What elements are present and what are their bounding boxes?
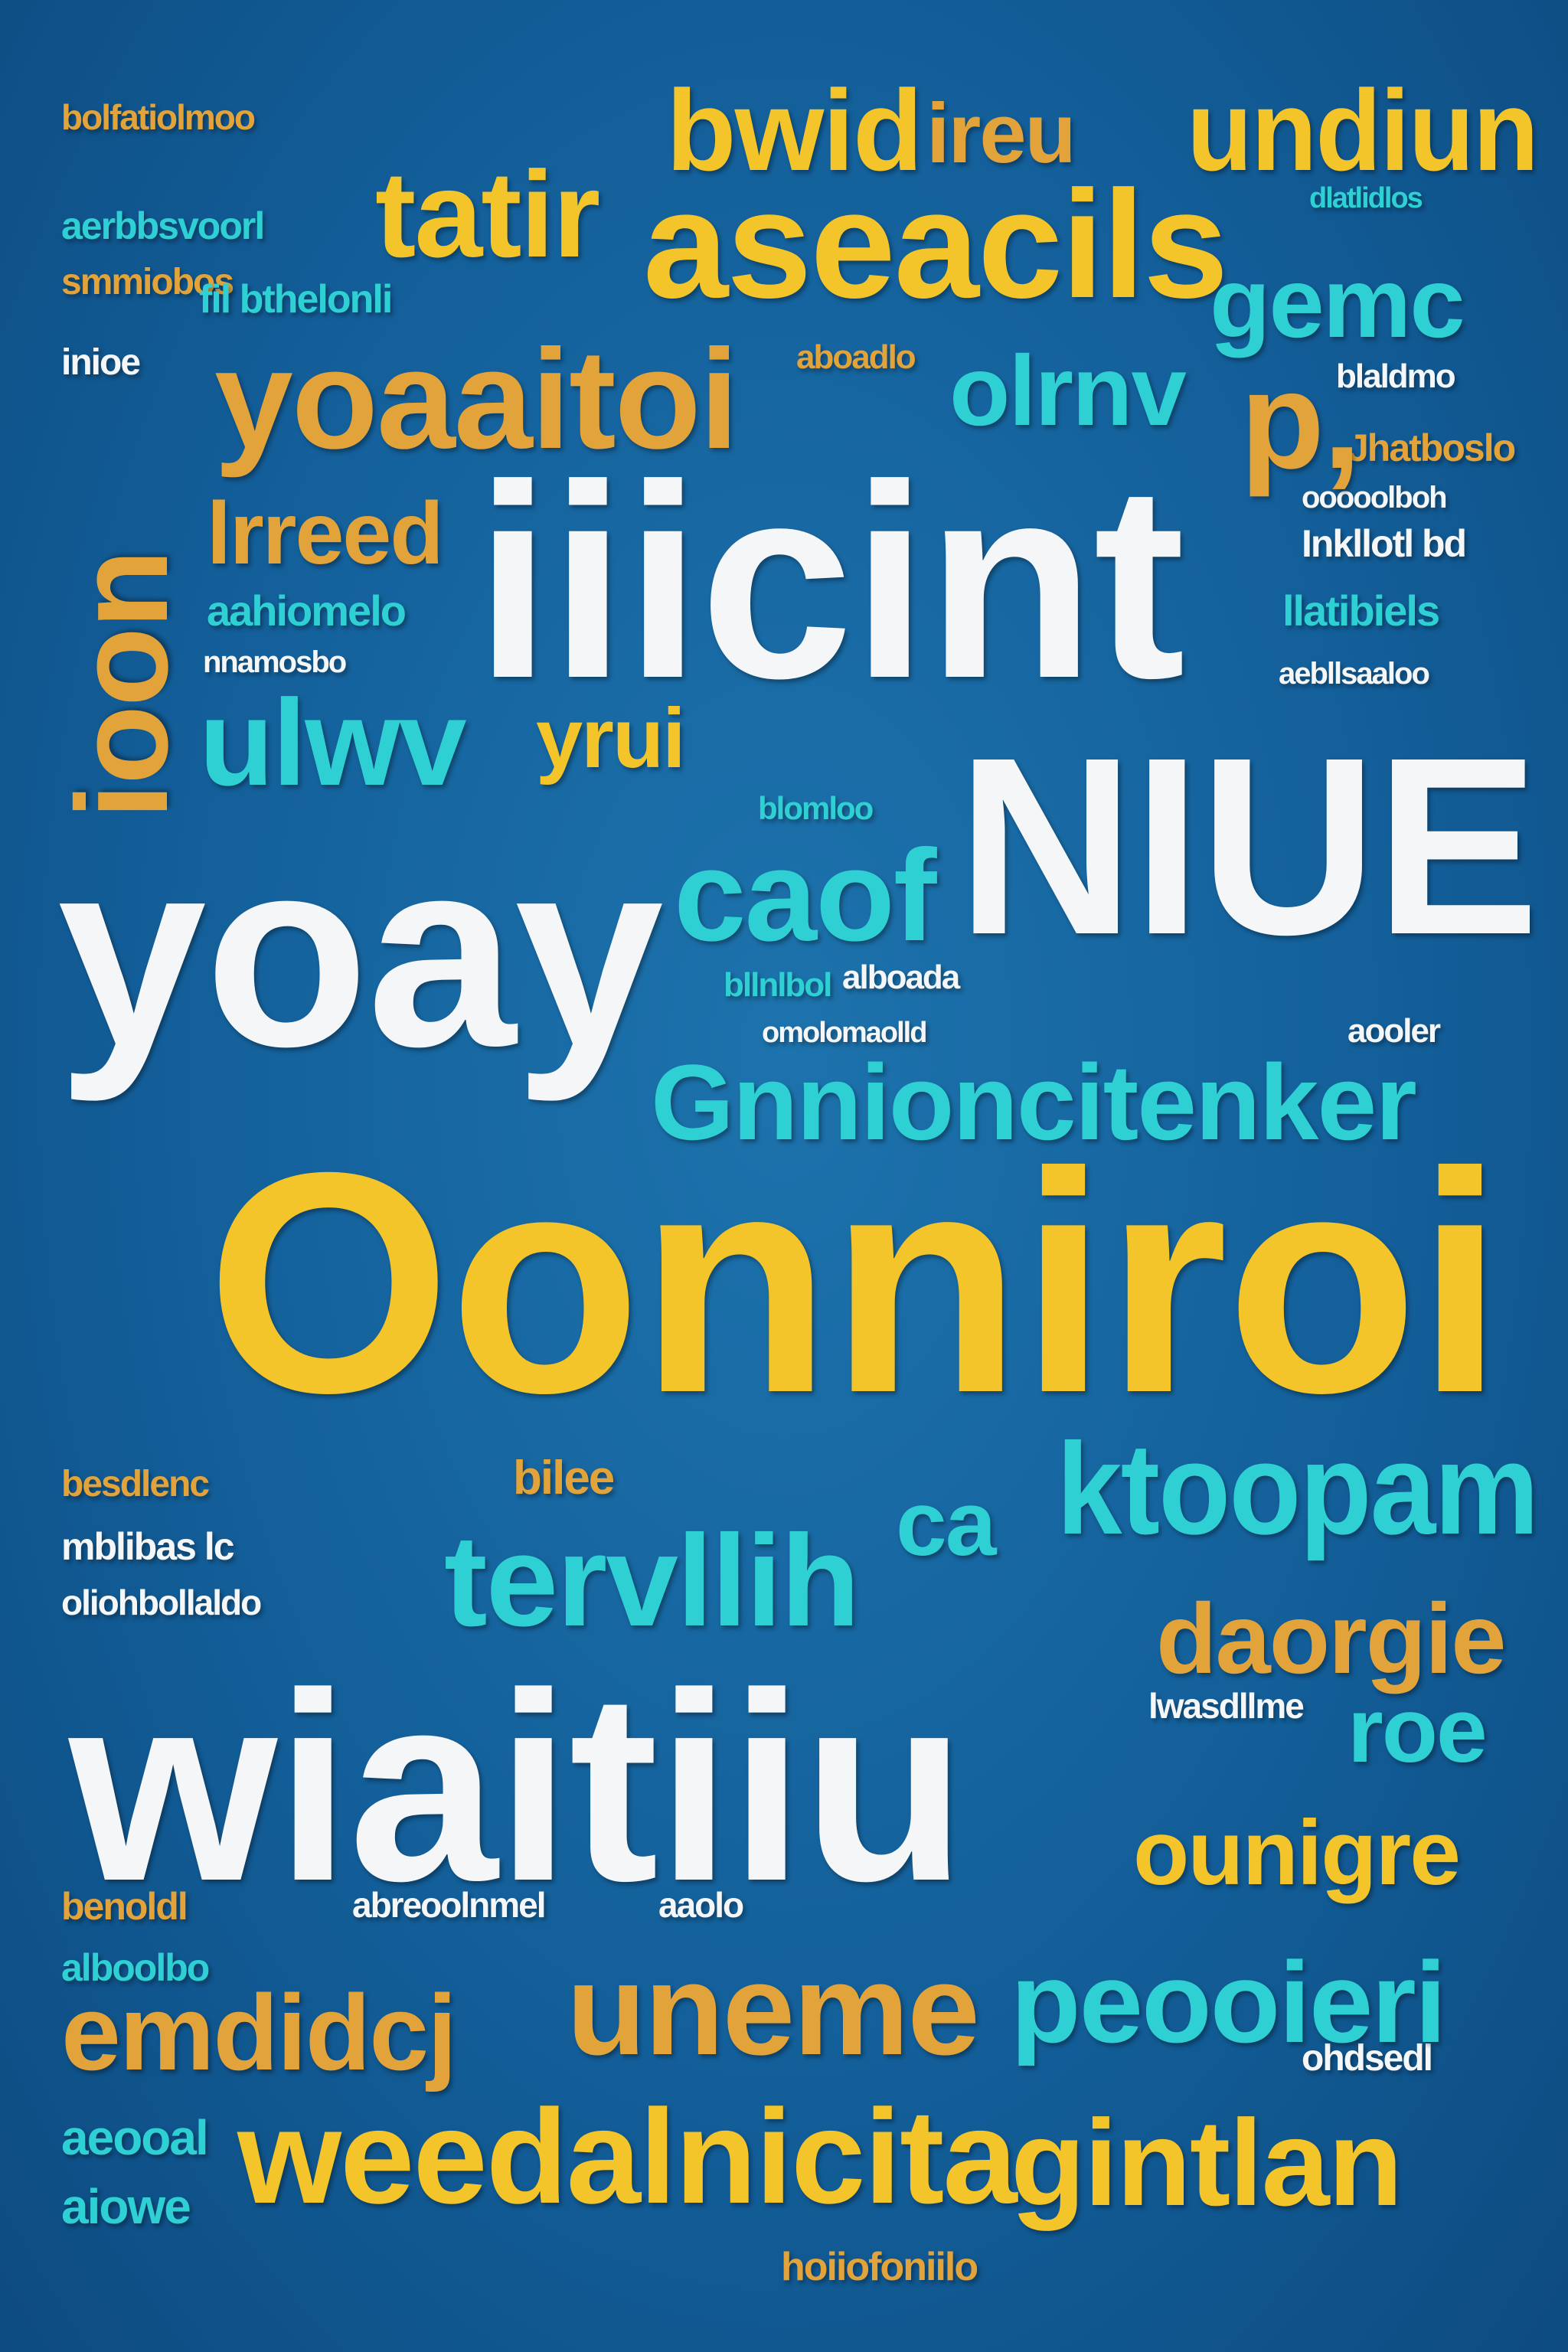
- headline-word: undiun: [1187, 66, 1539, 194]
- headline-word: daorgie: [1156, 1583, 1507, 1694]
- filler-word: aebllsaaloo: [1279, 657, 1430, 691]
- filler-word: bllnlbol: [724, 966, 832, 1004]
- headline-word: lrreed: [207, 485, 444, 583]
- filler-word: alboada: [842, 959, 960, 996]
- filler-word: bilee: [513, 1452, 615, 1504]
- filler-word: smmiobos: [61, 262, 234, 302]
- filler-word: aiowe: [61, 2179, 191, 2234]
- filler-word: aooler: [1348, 1012, 1441, 1050]
- headline-word: tervllih: [444, 1508, 860, 1654]
- headline-word: ioon: [50, 550, 195, 819]
- filler-word: blaldmo: [1336, 358, 1456, 395]
- headline-word: gintlan: [1011, 2094, 1403, 2231]
- filler-word: oliohbollaldo: [61, 1583, 262, 1622]
- filler-word: aerbbsvoorl: [61, 204, 265, 247]
- headline-word: wiaitiiu: [69, 1638, 966, 1937]
- headline-word: Gnnioncitenker: [651, 1042, 1417, 1162]
- headline-word: ireu: [926, 87, 1076, 181]
- headline-word: olrnv: [949, 335, 1187, 446]
- headline-word: ktoopam: [1057, 1416, 1539, 1562]
- headline-word: tatir: [375, 145, 600, 283]
- headline-word: NIUE: [957, 704, 1540, 987]
- filler-word: nnamosbo: [203, 645, 347, 679]
- filler-word: besdlenc: [61, 1464, 210, 1504]
- headline-word: bwid: [666, 66, 923, 194]
- filler-word: abreoolnmel: [352, 1885, 547, 1925]
- headline-word: ca: [896, 1472, 996, 1575]
- headline-word: Oonniroi: [207, 1107, 1504, 1458]
- filler-word: bolfatiolmoo: [61, 97, 256, 137]
- headline-word: emdidcj: [61, 1972, 457, 2092]
- filler-word: mblibas lc: [61, 1525, 235, 1568]
- headline-word: yoay: [57, 803, 664, 1102]
- headline-word: weedalnicita: [237, 2082, 1018, 2232]
- filler-word: ohdsedl: [1302, 2038, 1433, 2079]
- headline-word: yrui: [536, 691, 686, 786]
- headline-word: caof: [674, 823, 937, 969]
- headline-word: aseacils: [643, 159, 1229, 330]
- filler-word: dlatlidlos: [1309, 182, 1423, 214]
- filler-word: inioe: [61, 342, 141, 383]
- headline-word: yoaaitoi: [214, 321, 739, 479]
- headline-word: gemc: [1210, 247, 1465, 358]
- filler-word: Jhatboslo: [1348, 426, 1516, 469]
- filler-word: lwasdllme: [1148, 1686, 1305, 1726]
- headline-word: uneme: [567, 1937, 980, 2082]
- filler-word: aeooal: [61, 2110, 209, 2165]
- filler-word: omolomaolld: [762, 1017, 927, 1049]
- filler-word: benoldl: [61, 1885, 188, 1928]
- headline-word: roe: [1348, 1679, 1488, 1782]
- headline-word: ounigre: [1133, 1802, 1461, 1904]
- filler-word: hoiiofoniilo: [781, 2245, 978, 2289]
- filler-word: blomloo: [758, 790, 874, 826]
- headline-word: iiicint: [475, 428, 1185, 736]
- filler-word: ooooolboh: [1302, 481, 1448, 514]
- filler-word: aaolo: [658, 1885, 744, 1925]
- filler-word: Inkllotl bd: [1302, 522, 1467, 565]
- filler-word: fil bthelonli: [199, 277, 393, 322]
- headline-word: ulwv: [199, 674, 467, 811]
- filler-word: aboadlo: [796, 338, 916, 376]
- filler-word: aahiomelo: [207, 586, 407, 635]
- filler-word: alboolbo: [61, 1946, 210, 1989]
- headline-word: p,: [1240, 344, 1361, 498]
- headline-word: peooieri: [1011, 1938, 1446, 2066]
- filler-word: llatibiels: [1282, 586, 1440, 635]
